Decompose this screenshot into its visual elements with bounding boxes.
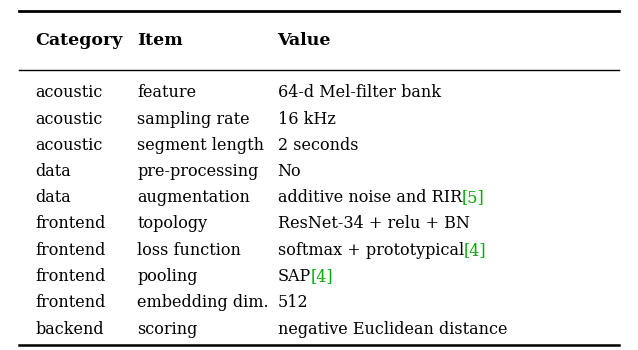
Text: acoustic: acoustic	[35, 137, 103, 154]
Text: loss function: loss function	[137, 242, 241, 259]
Text: embedding dim.: embedding dim.	[137, 294, 269, 311]
Text: 64-d Mel-filter bank: 64-d Mel-filter bank	[278, 84, 440, 101]
Text: SAP: SAP	[278, 268, 311, 285]
Text: acoustic: acoustic	[35, 84, 103, 101]
Text: frontend: frontend	[35, 294, 105, 311]
Text: [4]: [4]	[464, 242, 486, 259]
Text: Item: Item	[137, 32, 183, 49]
Text: feature: feature	[137, 84, 197, 101]
Text: 512: 512	[278, 294, 308, 311]
Text: [5]: [5]	[462, 189, 484, 206]
Text: acoustic: acoustic	[35, 111, 103, 127]
Text: backend: backend	[35, 321, 104, 337]
Text: pre-processing: pre-processing	[137, 163, 258, 180]
Text: data: data	[35, 163, 71, 180]
Text: frontend: frontend	[35, 268, 105, 285]
Text: No: No	[278, 163, 301, 180]
Text: scoring: scoring	[137, 321, 198, 337]
Text: augmentation: augmentation	[137, 189, 250, 206]
Text: 16 kHz: 16 kHz	[278, 111, 336, 127]
Text: data: data	[35, 189, 71, 206]
Text: softmax + prototypical: softmax + prototypical	[278, 242, 464, 259]
Text: ResNet-34 + relu + BN: ResNet-34 + relu + BN	[278, 216, 470, 232]
Text: [4]: [4]	[311, 268, 334, 285]
Text: pooling: pooling	[137, 268, 198, 285]
Text: segment length: segment length	[137, 137, 264, 154]
Text: negative Euclidean distance: negative Euclidean distance	[278, 321, 507, 337]
Text: topology: topology	[137, 216, 207, 232]
Text: 2 seconds: 2 seconds	[278, 137, 358, 154]
Text: Category: Category	[35, 32, 122, 49]
Text: Value: Value	[278, 32, 331, 49]
Text: frontend: frontend	[35, 216, 105, 232]
Text: sampling rate: sampling rate	[137, 111, 250, 127]
Text: frontend: frontend	[35, 242, 105, 259]
Text: additive noise and RIR: additive noise and RIR	[278, 189, 462, 206]
